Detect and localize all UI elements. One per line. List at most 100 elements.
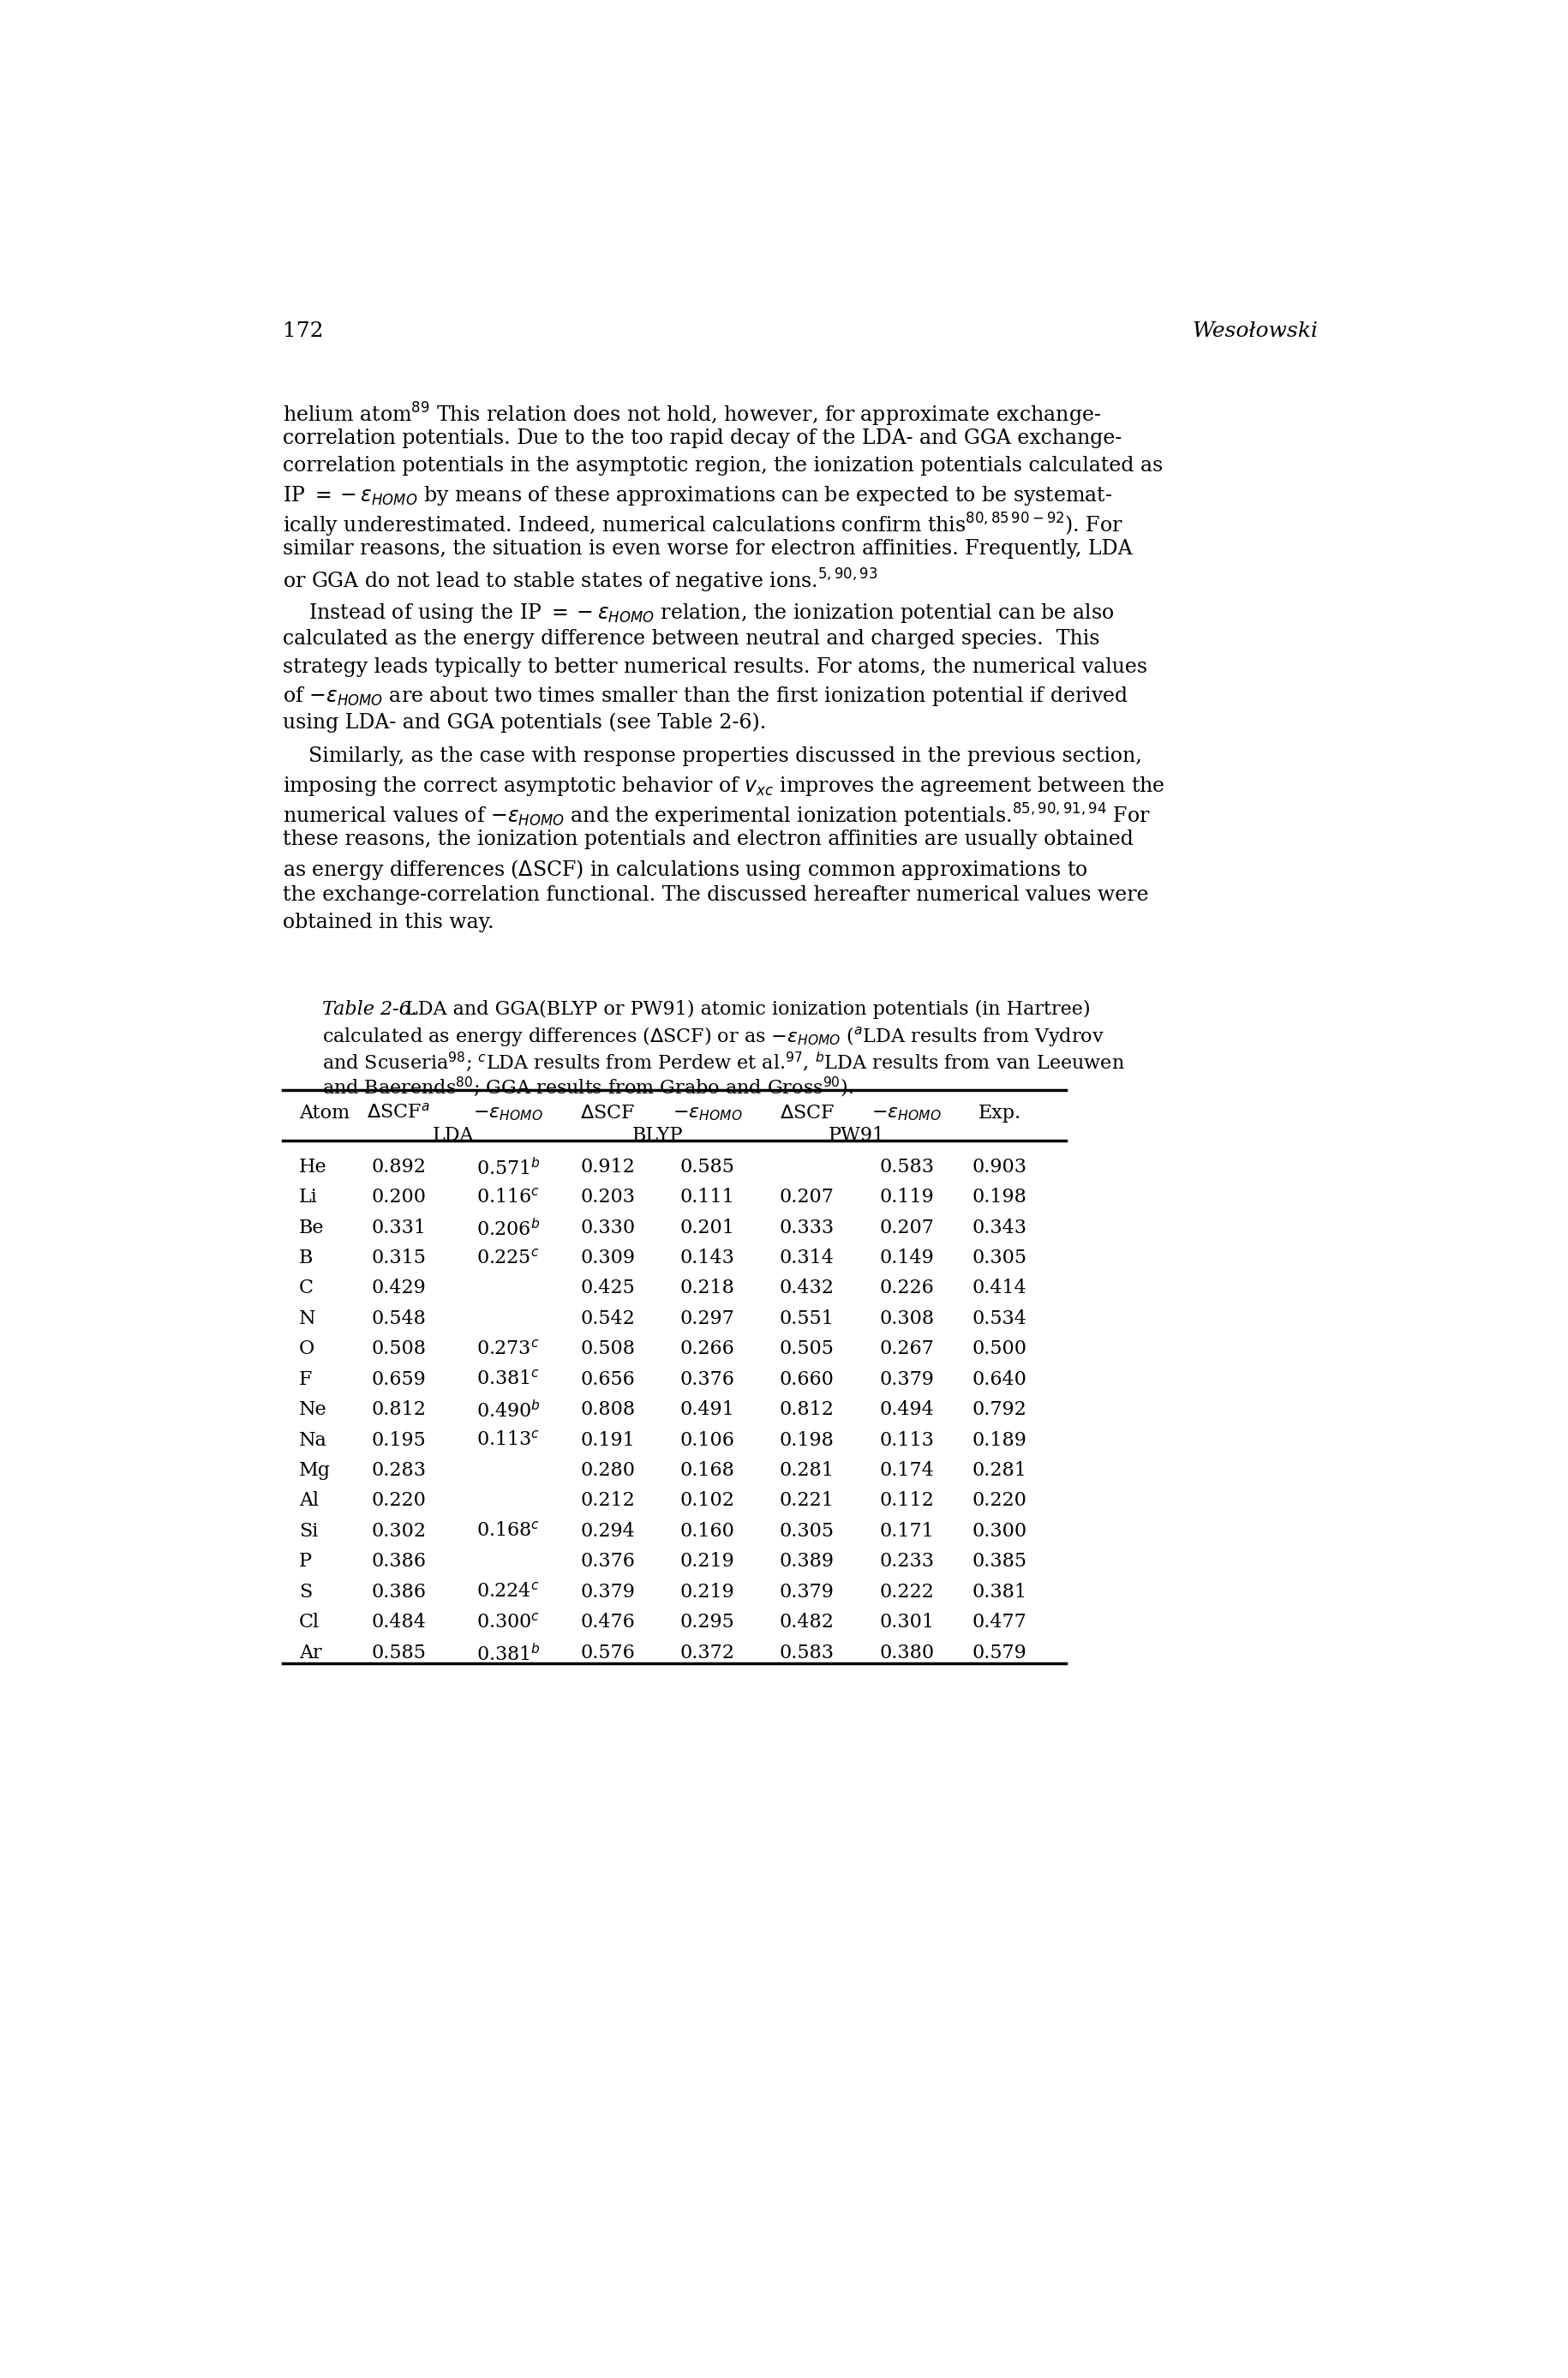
Text: 0.542: 0.542 [580,1310,635,1329]
Text: 0.343: 0.343 [972,1218,1027,1237]
Text: 0.300: 0.300 [972,1522,1027,1541]
Text: 0.174: 0.174 [878,1460,933,1479]
Text: 0.812: 0.812 [372,1401,426,1420]
Text: 0.220: 0.220 [972,1491,1027,1510]
Text: IP $= -\varepsilon_{HOMO}$ by means of these approximations can be expected to b: IP $= -\varepsilon_{HOMO}$ by means of t… [282,485,1112,507]
Text: helium atom$^{89}$ This relation does not hold, however, for approximate exchang: helium atom$^{89}$ This relation does no… [282,402,1101,428]
Text: S: S [299,1581,312,1600]
Text: $-\varepsilon_{HOMO}$: $-\varepsilon_{HOMO}$ [673,1103,742,1122]
Text: 0.379: 0.379 [878,1370,933,1389]
Text: 0.218: 0.218 [679,1279,734,1298]
Text: ically underestimated. Indeed, numerical calculations confirm this$^{80,85\,90-9: ically underestimated. Indeed, numerical… [282,511,1123,540]
Text: Similarly, as the case with response properties discussed in the previous sectio: Similarly, as the case with response pro… [282,747,1142,766]
Text: 0.432: 0.432 [779,1279,834,1298]
Text: Ar: Ar [299,1643,321,1662]
Text: Exp.: Exp. [977,1103,1021,1122]
Text: 0.281: 0.281 [972,1460,1027,1479]
Text: 0.225$^{c}$: 0.225$^{c}$ [477,1248,539,1267]
Text: calculated as energy differences ($\Delta$SCF) or as $-\varepsilon_{HOMO}$ ($^a$: calculated as energy differences ($\Delt… [321,1025,1104,1049]
Text: 0.583: 0.583 [779,1643,834,1662]
Text: 0.266: 0.266 [681,1339,734,1358]
Text: Cl: Cl [299,1612,320,1631]
Text: 0.171: 0.171 [878,1522,933,1541]
Text: 0.490$^{b}$: 0.490$^{b}$ [475,1401,539,1422]
Text: 0.168$^{c}$: 0.168$^{c}$ [477,1522,539,1541]
Text: 0.508: 0.508 [580,1339,635,1358]
Text: P: P [299,1553,312,1572]
Text: 0.482: 0.482 [779,1612,834,1631]
Text: 0.659: 0.659 [372,1370,426,1389]
Text: 0.571$^{b}$: 0.571$^{b}$ [477,1158,539,1179]
Text: 0.551: 0.551 [779,1310,834,1329]
Text: Si: Si [299,1522,318,1541]
Text: 0.200: 0.200 [372,1189,426,1206]
Text: 0.102: 0.102 [679,1491,734,1510]
Text: LDA: LDA [433,1125,474,1144]
Text: N: N [299,1310,315,1329]
Text: 0.381$^{c}$: 0.381$^{c}$ [477,1370,539,1389]
Text: $-\varepsilon_{HOMO}$: $-\varepsilon_{HOMO}$ [474,1103,543,1122]
Text: these reasons, the ionization potentials and electron affinities are usually obt: these reasons, the ionization potentials… [282,830,1132,849]
Text: as energy differences ($\Delta$SCF) in calculations using common approximations : as energy differences ($\Delta$SCF) in c… [282,858,1087,882]
Text: Table 2-6.: Table 2-6. [321,1001,417,1018]
Text: calculated as the energy difference between neutral and charged species.  This: calculated as the energy difference betw… [282,630,1099,649]
Text: 0.534: 0.534 [972,1310,1027,1329]
Text: 0.376: 0.376 [580,1553,635,1572]
Text: Na: Na [299,1432,326,1451]
Text: 0.494: 0.494 [878,1401,933,1420]
Text: 0.380: 0.380 [878,1643,933,1662]
Text: 0.508: 0.508 [372,1339,426,1358]
Text: 0.220: 0.220 [372,1491,426,1510]
Text: 0.389: 0.389 [779,1553,834,1572]
Text: 0.160: 0.160 [679,1522,734,1541]
Text: 0.212: 0.212 [580,1491,635,1510]
Text: O: O [299,1339,315,1358]
Text: 0.476: 0.476 [580,1612,635,1631]
Text: 0.267: 0.267 [878,1339,933,1358]
Text: correlation potentials in the asymptotic region, the ionization potentials calcu: correlation potentials in the asymptotic… [282,457,1162,476]
Text: 0.331: 0.331 [372,1218,426,1237]
Text: BLYP: BLYP [632,1125,682,1144]
Text: 0.206$^{b}$: 0.206$^{b}$ [477,1218,539,1239]
Text: similar reasons, the situation is even worse for electron affinities. Frequently: similar reasons, the situation is even w… [282,540,1132,559]
Text: 0.484: 0.484 [372,1612,426,1631]
Text: 0.294: 0.294 [580,1522,635,1541]
Text: 0.330: 0.330 [580,1218,635,1237]
Text: and Baerends$^{80}$; GGA results from Grabo and Gross$^{90}$).: and Baerends$^{80}$; GGA results from Gr… [321,1075,853,1099]
Text: using LDA- and GGA potentials (see Table 2-6).: using LDA- and GGA potentials (see Table… [282,713,765,732]
Text: 0.203: 0.203 [580,1189,635,1206]
Text: obtained in this way.: obtained in this way. [282,913,494,932]
Text: 0.207: 0.207 [878,1218,933,1237]
Text: 0.119: 0.119 [878,1189,933,1206]
Text: 172: 172 [282,321,323,342]
Text: 0.305: 0.305 [972,1248,1027,1267]
Text: 0.477: 0.477 [972,1612,1027,1631]
Text: 0.656: 0.656 [580,1370,635,1389]
Text: Be: Be [299,1218,325,1237]
Text: 0.376: 0.376 [679,1370,734,1389]
Text: 0.500: 0.500 [972,1339,1027,1358]
Text: Wesołowski: Wesołowski [1192,321,1317,342]
Text: 0.116$^{c}$: 0.116$^{c}$ [477,1189,539,1206]
Text: 0.168: 0.168 [679,1460,734,1479]
Text: correlation potentials. Due to the too rapid decay of the LDA- and GGA exchange-: correlation potentials. Due to the too r… [282,428,1121,449]
Text: Atom: Atom [299,1103,350,1122]
Text: 0.372: 0.372 [679,1643,734,1662]
Text: 0.425: 0.425 [580,1279,635,1298]
Text: 0.195: 0.195 [372,1432,426,1451]
Text: 0.113: 0.113 [878,1432,933,1451]
Text: 0.386: 0.386 [372,1553,426,1572]
Text: and Scuseria$^{98}$; $^c$LDA results from Perdew et al.$^{97}$, $^b$LDA results : and Scuseria$^{98}$; $^c$LDA results fro… [321,1051,1124,1072]
Text: $-\varepsilon_{HOMO}$: $-\varepsilon_{HOMO}$ [872,1103,941,1122]
Text: 0.585: 0.585 [679,1158,734,1177]
Text: 0.640: 0.640 [972,1370,1027,1389]
Text: 0.583: 0.583 [878,1158,933,1177]
Text: He: He [299,1158,326,1177]
Text: 0.314: 0.314 [779,1248,834,1267]
Text: 0.300$^{c}$: 0.300$^{c}$ [477,1612,539,1631]
Text: 0.576: 0.576 [580,1643,635,1662]
Text: 0.112: 0.112 [878,1491,933,1510]
Text: Ne: Ne [299,1401,326,1420]
Text: PW91: PW91 [828,1125,884,1144]
Text: 0.305: 0.305 [779,1522,834,1541]
